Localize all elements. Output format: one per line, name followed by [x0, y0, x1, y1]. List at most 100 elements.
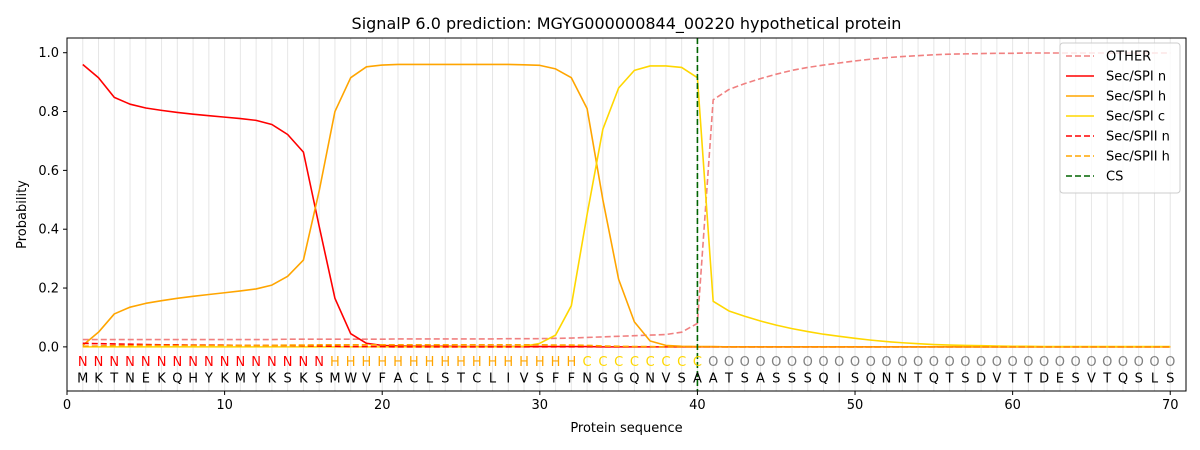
sequence-letter: T: [1023, 371, 1032, 386]
sequence-letter: Q: [818, 371, 828, 386]
annotation-letter: N: [78, 355, 88, 370]
series-line-sec-spi-h: [82, 63, 1171, 348]
sequence-letter: H: [188, 371, 198, 386]
annotation-letter: N: [157, 355, 167, 370]
annotation-letter: O: [771, 355, 781, 370]
sequence-letter: A: [756, 371, 765, 386]
y-tick-label: 0.6: [38, 164, 59, 179]
annotation-letter: C: [614, 355, 623, 370]
sequence-letter: M: [235, 371, 246, 386]
annotation-letter: O: [1102, 355, 1112, 370]
sequence-letter: V: [992, 371, 1001, 386]
plot-frame: [66, 37, 1187, 392]
sequence-letter: V: [661, 371, 670, 386]
sequence-letter: S: [851, 371, 859, 386]
annotation-letter: H: [330, 355, 340, 370]
annotation-letter: N: [314, 355, 324, 370]
x-tick-label: 0: [63, 398, 71, 413]
sequence-letter: K: [299, 371, 308, 386]
series-line-other: [82, 52, 1171, 341]
sequence-letter: T: [913, 371, 922, 386]
sequence-letter: A: [709, 371, 718, 386]
annotation-letter: O: [850, 355, 860, 370]
sequence-letter: I: [837, 371, 841, 386]
annotation-letter: O: [834, 355, 844, 370]
annotation-letter: H: [472, 355, 482, 370]
annotation-letter: N: [267, 355, 277, 370]
annotation-letter: O: [1071, 355, 1081, 370]
annotation-letter: O: [755, 355, 765, 370]
sequence-letter: Y: [204, 371, 213, 386]
annotation-letter: O: [1118, 355, 1128, 370]
sequence-letter: S: [536, 371, 544, 386]
annotation-letter: O: [1165, 355, 1175, 370]
annotation-letter: O: [913, 355, 923, 370]
legend-label: CS: [1106, 170, 1123, 185]
sequence-letter: T: [109, 371, 118, 386]
legend-label: Sec/SPI h: [1106, 90, 1166, 105]
annotation-letter: H: [519, 355, 529, 370]
legend-label: Sec/SPII h: [1106, 150, 1170, 165]
annotation-letter: C: [677, 355, 686, 370]
x-tick-label: 30: [532, 398, 549, 413]
sequence-letter: T: [1008, 371, 1017, 386]
annotation-letter: O: [1134, 355, 1144, 370]
sequence-letters: NMNKNTNNNENKNQNHNYNKNMNYNKNSNKNSHMHWHVHF…: [77, 355, 1175, 386]
annotation-letter: H: [377, 355, 387, 370]
sequence-letter: S: [315, 371, 323, 386]
sequence-letter: E: [1056, 371, 1064, 386]
sequence-letter: S: [1135, 371, 1143, 386]
sequence-letter: F: [552, 371, 559, 386]
sequence-letter: I: [506, 371, 510, 386]
x-tick-label: 40: [689, 398, 706, 413]
sequence-letter: A: [394, 371, 403, 386]
annotation-letter: N: [188, 355, 198, 370]
annotation-letter: O: [944, 355, 954, 370]
annotation-letter: O: [1008, 355, 1018, 370]
annotation-letter: C: [583, 355, 592, 370]
annotation-letter: H: [566, 355, 576, 370]
sequence-letter: S: [961, 371, 969, 386]
legend: OTHER Sec/SPI n Sec/SPI h Sec/SPI c Sec/SPII…: [1059, 42, 1181, 194]
annotation-letter: H: [440, 355, 450, 370]
sequence-letter: N: [645, 371, 655, 386]
series-line-sec-spi-n: [82, 63, 1171, 348]
sequence-letter: A: [693, 371, 702, 386]
sequence-letter: N: [125, 371, 135, 386]
annotation-letter: O: [724, 355, 734, 370]
grid-lines: [82, 38, 1171, 391]
annotation-letter: H: [503, 355, 513, 370]
legend-label: Sec/SPII n: [1106, 130, 1170, 145]
annotation-letter: N: [204, 355, 214, 370]
annotation-letter: O: [960, 355, 970, 370]
y-axis-label: Probability: [15, 180, 30, 249]
sequence-letter: Y: [251, 371, 260, 386]
sequence-letter: F: [568, 371, 575, 386]
sequence-letter: S: [788, 371, 796, 386]
sequence-letter: T: [724, 371, 733, 386]
x-tick-label: 20: [374, 398, 391, 413]
sequence-letter: S: [441, 371, 449, 386]
annotation-letter: O: [992, 355, 1002, 370]
annotation-letter: C: [630, 355, 639, 370]
sequence-letter: S: [772, 371, 780, 386]
sequence-letter: Q: [629, 371, 639, 386]
annotation-letter: H: [456, 355, 466, 370]
annotation-letter: N: [235, 355, 245, 370]
sequence-letter: Q: [172, 371, 182, 386]
sequence-letter: T: [945, 371, 954, 386]
sequence-letter: Q: [1118, 371, 1128, 386]
annotation-letter: O: [740, 355, 750, 370]
sequence-letter: V: [362, 371, 371, 386]
x-tick-label: 60: [1004, 398, 1021, 413]
sequence-letter: M: [329, 371, 340, 386]
annotation-letter: H: [551, 355, 561, 370]
annotation-letter: H: [409, 355, 419, 370]
annotation-letter: N: [220, 355, 230, 370]
sequence-letter: L: [1151, 371, 1159, 386]
annotation-letter: C: [646, 355, 655, 370]
y-tick-label: 0.0: [38, 340, 59, 355]
annotation-letter: N: [283, 355, 293, 370]
